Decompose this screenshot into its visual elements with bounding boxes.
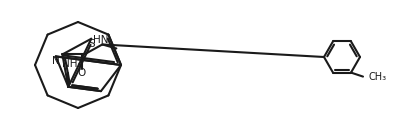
Text: NH₂: NH₂ bbox=[61, 59, 81, 69]
Text: O: O bbox=[77, 69, 85, 78]
Text: S: S bbox=[88, 39, 95, 49]
Text: CH₃: CH₃ bbox=[369, 72, 387, 82]
Text: N: N bbox=[52, 56, 60, 66]
Text: HN: HN bbox=[93, 35, 108, 46]
